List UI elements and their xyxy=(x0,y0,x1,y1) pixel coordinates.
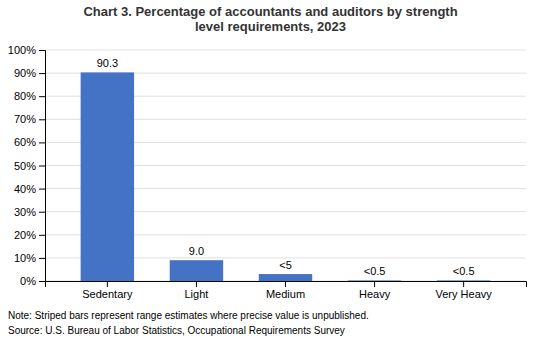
y-tick-label: 70% xyxy=(14,113,36,125)
y-tick-mark xyxy=(39,142,45,143)
x-tick-mark xyxy=(374,281,375,287)
title-line: level requirements, 2023 xyxy=(195,19,346,34)
bar xyxy=(170,260,223,281)
y-tick-label: 100% xyxy=(8,44,36,56)
x-tick-mark xyxy=(285,281,286,287)
x-tick: Light xyxy=(184,281,208,300)
y-tick: 40% xyxy=(14,183,45,195)
x-tick-label: Medium xyxy=(266,288,305,300)
y-tick-label: 0% xyxy=(20,275,36,287)
y-tick: 60% xyxy=(14,136,45,148)
y-tick-mark xyxy=(39,258,45,259)
x-tick-label: Sedentary xyxy=(82,288,133,300)
x-axis-line xyxy=(46,282,527,288)
grid-line xyxy=(45,50,526,51)
y-tick: 100% xyxy=(8,44,45,56)
note: Note: Striped bars represent range estim… xyxy=(8,310,369,321)
y-tick-mark xyxy=(39,50,45,51)
bar xyxy=(81,72,134,281)
x-axis: Sedentary Light Medium Heavy Very Heavy xyxy=(46,281,527,300)
x-tick: Very Heavy xyxy=(436,281,493,300)
y-tick-mark xyxy=(39,119,45,120)
y-tick: 70% xyxy=(14,113,45,125)
y-tick-mark xyxy=(39,166,45,167)
chart: Chart 3. Percentage of accountants and a… xyxy=(0,0,541,345)
x-tick-mark xyxy=(463,281,464,287)
y-tick: 0% xyxy=(20,275,45,287)
y-tick-mark xyxy=(39,235,45,236)
title: Chart 3. Percentage of accountants and a… xyxy=(83,4,457,34)
data-label: 90.3 xyxy=(97,57,118,69)
title-line: Chart 3. Percentage of accountants and a… xyxy=(83,4,457,19)
y-tick-label: 50% xyxy=(14,160,36,172)
notes: Note: Striped bars represent range estim… xyxy=(8,310,369,336)
bar xyxy=(259,274,312,281)
y-axis-line xyxy=(39,51,46,282)
y-tick: 80% xyxy=(14,90,45,102)
y-tick-label: 90% xyxy=(14,67,36,79)
y-tick: 30% xyxy=(14,206,45,218)
y-axis: 0% 10% 20% 30% 40% 50% 60% 70% 80% 90% 100% xyxy=(8,44,46,287)
y-tick-label: 40% xyxy=(14,183,36,195)
y-tick: 20% xyxy=(14,229,45,241)
y-tick-mark xyxy=(39,96,45,97)
y-tick: 50% xyxy=(14,160,45,172)
y-tick-mark xyxy=(39,189,45,190)
data-label: <0.5 xyxy=(364,265,386,277)
x-tick-mark xyxy=(107,281,108,287)
note: Source: U.S. Bureau of Labor Statistics,… xyxy=(8,325,345,336)
data-labels: 90.3 9.0 <5 <0.5 <0.5 xyxy=(97,57,475,277)
data-label: 9.0 xyxy=(189,245,204,257)
data-label: <5 xyxy=(279,259,292,271)
y-tick-label: 60% xyxy=(14,136,36,148)
x-tick: Heavy xyxy=(359,281,391,300)
y-tick-mark xyxy=(39,73,45,74)
y-tick: 90% xyxy=(14,67,45,79)
x-tick: Sedentary xyxy=(82,281,133,300)
y-tick-label: 80% xyxy=(14,90,36,102)
plot: 0% 10% 20% 30% 40% 50% 60% 70% 80% 90% 100% Sedenta… xyxy=(8,44,527,300)
x-tick-label: Light xyxy=(184,288,208,300)
x-tick-label: Heavy xyxy=(359,288,391,300)
data-label: <0.5 xyxy=(453,265,475,277)
grid xyxy=(45,50,526,281)
y-tick-mark xyxy=(39,212,45,213)
y-tick-label: 10% xyxy=(14,252,36,264)
bars xyxy=(81,72,491,281)
x-tick-mark xyxy=(196,281,197,287)
x-tick: Medium xyxy=(266,281,305,300)
y-tick: 10% xyxy=(14,252,45,264)
x-tick-label: Very Heavy xyxy=(436,288,493,300)
bar xyxy=(348,280,401,281)
y-tick-mark xyxy=(39,281,45,282)
y-tick-label: 30% xyxy=(14,206,36,218)
bar xyxy=(437,280,490,281)
y-tick-label: 20% xyxy=(14,229,36,241)
